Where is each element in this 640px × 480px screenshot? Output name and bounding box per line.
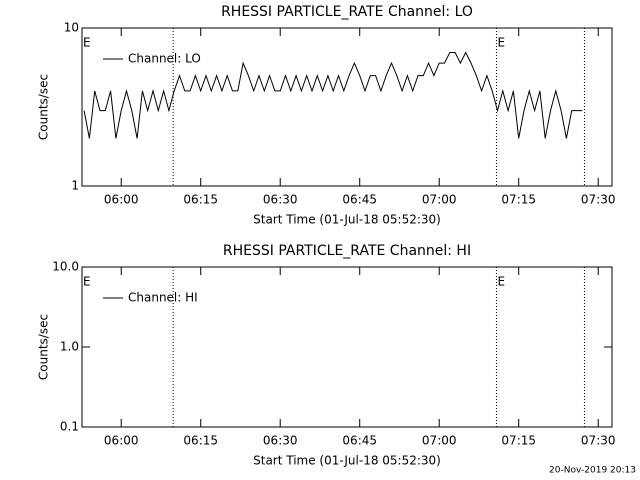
annotation: E	[83, 36, 91, 50]
x-tick-label: 07:00	[422, 434, 457, 448]
annotation: E	[497, 36, 505, 50]
x-tick-label: 06:15	[183, 193, 218, 207]
footer: 20-Nov-2019 20:13	[549, 466, 636, 476]
y-tick-label: 0.1	[60, 420, 79, 434]
chart-title: RHESSI PARTICLE_RATE Channel: HI	[223, 243, 471, 259]
x-tick-label: 07:00	[422, 193, 457, 207]
data-line	[83, 51, 583, 139]
x-axis-label: Start Time (01-Jul-18 05:52:30)	[253, 213, 441, 227]
x-tick-label: 07:15	[501, 434, 536, 448]
x-tick-label: 07:30	[581, 434, 616, 448]
plot-frame	[81, 27, 613, 187]
y-tick-label: 1.0	[60, 340, 79, 354]
y-tick-label: 1	[71, 179, 79, 193]
legend-label: Channel: HI	[128, 291, 198, 305]
x-tick-label: 06:00	[104, 193, 139, 207]
y-axis-label: Counts/sec	[37, 314, 51, 380]
annotation: E	[83, 275, 91, 289]
x-tick-label: 06:30	[263, 193, 298, 207]
x-tick-label: 07:30	[581, 193, 616, 207]
x-tick-label: 06:45	[342, 434, 377, 448]
x-tick-label: 06:30	[263, 434, 298, 448]
x-axis-label: Start Time (01-Jul-18 05:52:30)	[253, 454, 441, 468]
y-axis-label: Counts/sec	[37, 74, 51, 140]
x-tick-label: 06:15	[183, 434, 218, 448]
x-tick-label: 07:15	[501, 193, 536, 207]
x-tick-label: 06:00	[104, 434, 139, 448]
x-tick-label: 06:45	[342, 193, 377, 207]
annotation: E	[497, 275, 505, 289]
y-tick-label: 10.0	[52, 260, 79, 274]
legend-label: Channel: LO	[128, 52, 201, 66]
chart-title: RHESSI PARTICLE_RATE Channel: LO	[221, 4, 473, 20]
y-tick-label: 10	[64, 21, 79, 35]
